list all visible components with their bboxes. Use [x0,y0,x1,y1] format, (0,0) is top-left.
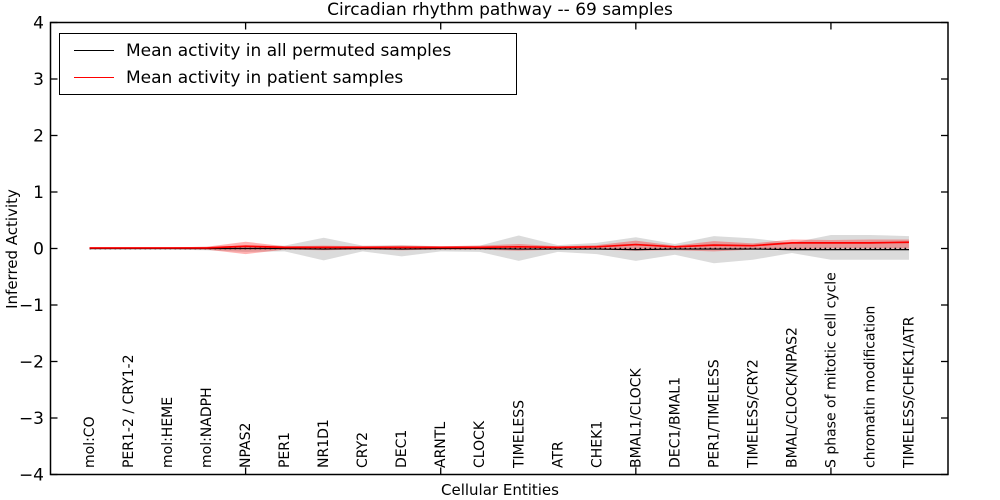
x-category-label: PER1-2 / CRY1-2 [121,354,137,468]
y-tick-label: −4 [19,466,44,486]
x-category-label: NR1D1 [316,419,332,468]
x-category-label: TIMELESS [511,400,527,469]
permuted-mean-line [89,247,909,251]
chart-title: Circadian rhythm pathway -- 69 samples [327,0,673,20]
x-category-label: PER1/TIMELESS [706,359,722,468]
x-category-label: BMAL1/CLOCK [628,367,644,468]
x-category-label: TIMELESS/CHEK1/ATR [901,316,917,469]
legend-entry-permuted: Mean activity in all permuted samples [74,40,516,62]
x-category-label: CRY2 [355,432,371,468]
legend-entry-patient: Mean activity in patient samples [74,67,516,89]
legend: Mean activity in all permuted samples Me… [59,33,517,95]
x-category-label: TIMELESS/CRY2 [745,359,761,469]
y-tick-label: −2 [19,353,44,373]
y-tick-label: 4 [33,14,44,34]
x-category-label: PER1 [277,432,293,468]
legend-label-permuted: Mean activity in all permuted samples [126,40,452,61]
y-tick-label: 0 [33,240,44,260]
y-tick-label: −3 [19,409,44,429]
y-axis-label: Inferred Activity [3,189,21,309]
legend-label-patient: Mean activity in patient samples [126,67,404,88]
patient-mean-line [89,241,909,249]
x-category-label: mol:HEME [160,397,176,468]
y-tick-label: −1 [19,296,44,316]
x-category-label: ARNTL [433,422,449,468]
y-tick-label: 2 [33,127,44,147]
x-category-label: ATR [550,441,566,468]
x-category-label: DEC1/BMAL1 [667,377,683,468]
x-category-label: BMAL/CLOCK/NPAS2 [784,327,800,468]
x-axis-label: Cellular Entities [441,481,559,499]
y-tick-label: 3 [33,70,44,90]
x-category-label: mol:NADPH [199,387,215,468]
legend-line-red [74,77,114,78]
legend-line-black [74,50,114,51]
x-category-label: NPAS2 [238,423,254,468]
x-category-label: S phase of mitotic cell cycle [823,272,839,468]
x-category-label: mol:CO [82,416,98,468]
x-category-label: CHEK1 [589,421,605,468]
y-tick-label: 1 [33,183,44,203]
x-category-label: DEC1 [394,430,410,468]
x-category-label: CLOCK [472,420,488,468]
x-category-label: chromatin modification [862,306,878,468]
